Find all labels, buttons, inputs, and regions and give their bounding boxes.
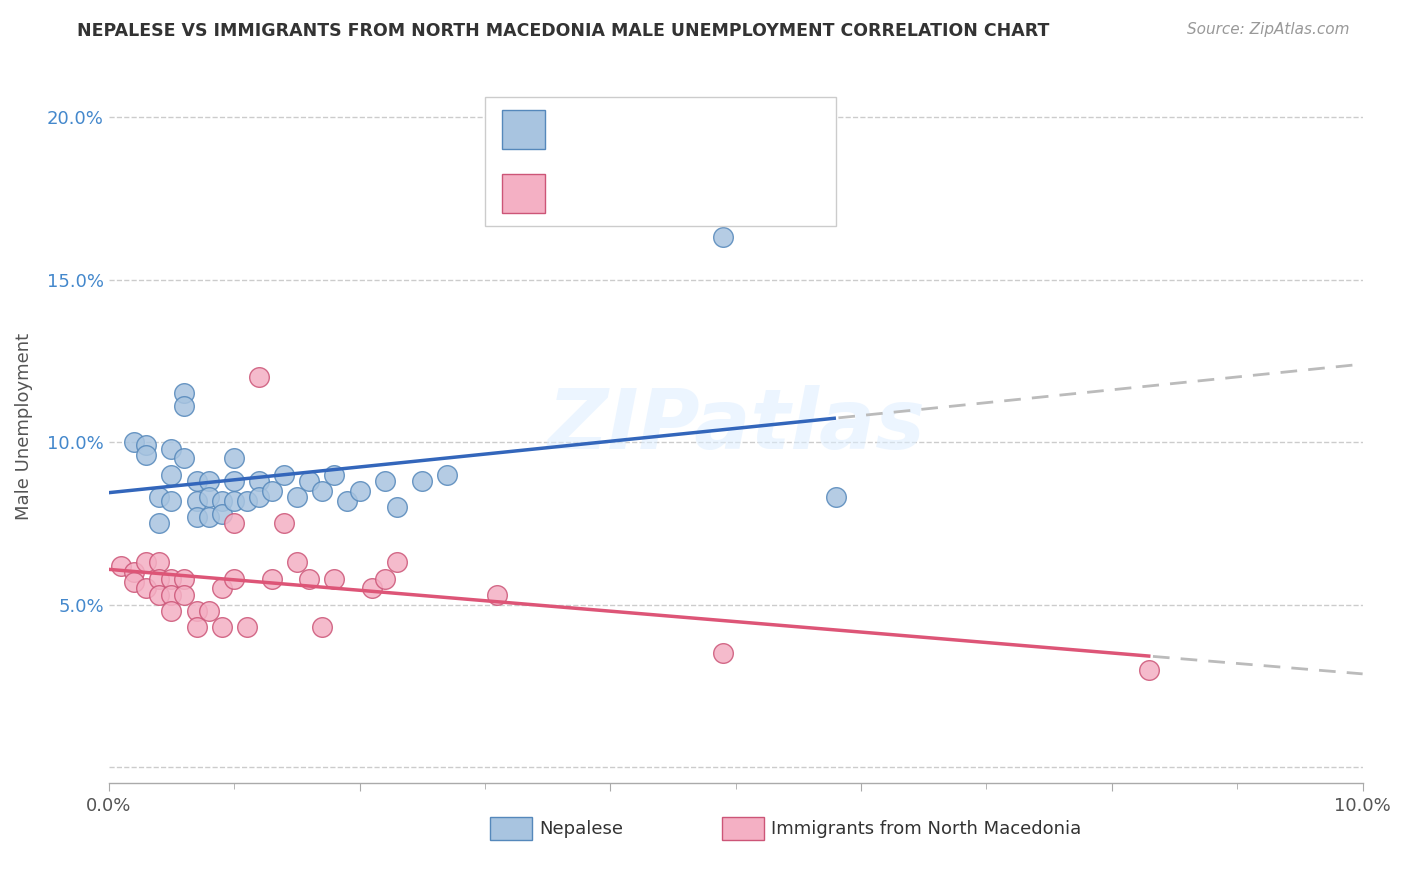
Point: [173, 386, 195, 401]
FancyBboxPatch shape: [502, 110, 544, 149]
Point: [323, 467, 346, 482]
Text: Source: ZipAtlas.com: Source: ZipAtlas.com: [1187, 22, 1350, 37]
Point: [285, 491, 308, 505]
Text: Immigrants from North Macedonia: Immigrants from North Macedonia: [770, 820, 1081, 838]
Text: R =: R =: [555, 186, 598, 204]
Text: N =: N =: [682, 186, 725, 204]
Point: [135, 438, 157, 452]
Point: [486, 588, 509, 602]
Text: -0.118: -0.118: [612, 186, 681, 204]
Point: [160, 467, 183, 482]
Point: [211, 507, 233, 521]
Point: [122, 435, 145, 450]
Point: [247, 491, 270, 505]
Point: [1139, 663, 1161, 677]
Point: [148, 556, 170, 570]
Point: [135, 448, 157, 462]
Point: [211, 582, 233, 596]
Point: [349, 483, 371, 498]
Point: [235, 620, 257, 634]
Point: [411, 474, 433, 488]
Point: [235, 493, 257, 508]
Point: [148, 491, 170, 505]
Point: [211, 620, 233, 634]
Point: [186, 510, 208, 524]
Point: [385, 556, 408, 570]
Point: [374, 572, 396, 586]
Point: [260, 483, 283, 498]
Point: [211, 493, 233, 508]
Point: [247, 370, 270, 384]
Point: [260, 572, 283, 586]
Point: [224, 493, 246, 508]
Point: [711, 647, 734, 661]
FancyBboxPatch shape: [502, 174, 544, 213]
Point: [110, 558, 132, 573]
Point: [436, 467, 458, 482]
Point: [160, 442, 183, 456]
Point: [173, 400, 195, 414]
Point: [311, 620, 333, 634]
Point: [186, 474, 208, 488]
Point: [336, 493, 359, 508]
Point: [361, 582, 384, 596]
Text: ZIPatlas: ZIPatlas: [547, 385, 925, 467]
Point: [186, 620, 208, 634]
Point: [160, 493, 183, 508]
Point: [148, 588, 170, 602]
Y-axis label: Male Unemployment: Male Unemployment: [15, 333, 32, 519]
Point: [122, 574, 145, 589]
Point: [198, 491, 221, 505]
Text: 39: 39: [738, 121, 765, 140]
Point: [160, 572, 183, 586]
Point: [323, 572, 346, 586]
Point: [385, 500, 408, 515]
Point: [198, 510, 221, 524]
Text: Nepalese: Nepalese: [538, 820, 623, 838]
Point: [122, 565, 145, 579]
Point: [135, 582, 157, 596]
Point: [135, 556, 157, 570]
Point: [711, 230, 734, 244]
Text: NEPALESE VS IMMIGRANTS FROM NORTH MACEDONIA MALE UNEMPLOYMENT CORRELATION CHART: NEPALESE VS IMMIGRANTS FROM NORTH MACEDO…: [77, 22, 1050, 40]
Point: [273, 467, 295, 482]
Point: [224, 451, 246, 466]
Point: [148, 516, 170, 531]
Point: [311, 483, 333, 498]
Point: [198, 604, 221, 618]
Point: [160, 604, 183, 618]
Point: [285, 556, 308, 570]
Point: [298, 474, 321, 488]
Point: [374, 474, 396, 488]
Point: [173, 572, 195, 586]
Point: [224, 572, 246, 586]
Point: [224, 516, 246, 531]
Point: [298, 572, 321, 586]
Text: 34: 34: [738, 186, 765, 204]
Text: 0.321: 0.321: [612, 121, 673, 140]
Point: [273, 516, 295, 531]
Text: R =: R =: [555, 121, 598, 140]
Point: [198, 474, 221, 488]
Point: [825, 491, 848, 505]
Point: [160, 588, 183, 602]
Point: [173, 451, 195, 466]
Point: [186, 493, 208, 508]
Point: [247, 474, 270, 488]
FancyBboxPatch shape: [485, 97, 837, 226]
Text: N =: N =: [682, 121, 725, 140]
Point: [173, 588, 195, 602]
Point: [148, 572, 170, 586]
Point: [224, 474, 246, 488]
Point: [186, 604, 208, 618]
